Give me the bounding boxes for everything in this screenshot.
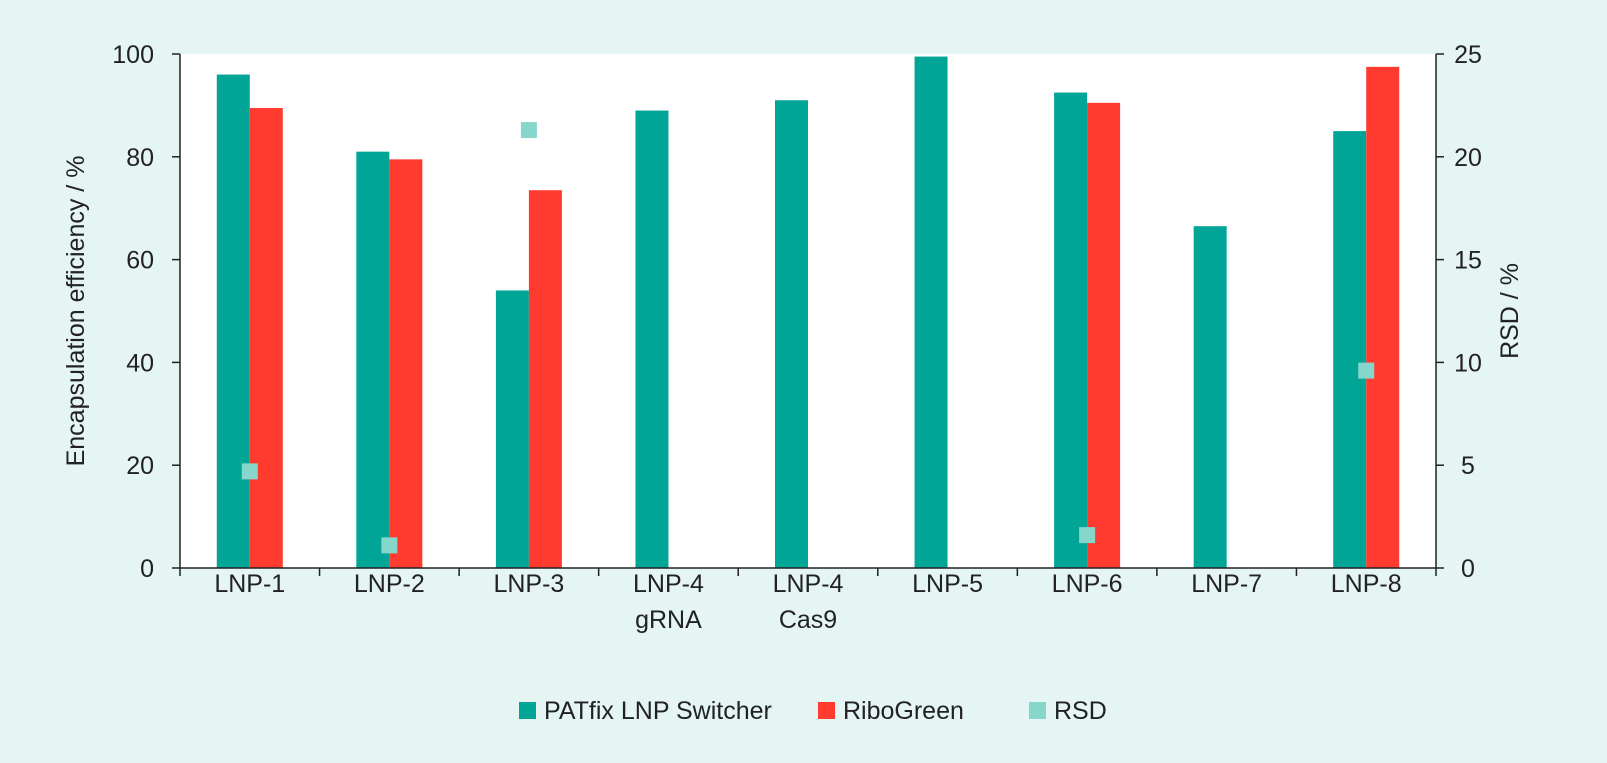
rsd-point-8 [1358,362,1375,379]
bars-layer [216,56,1400,569]
rsd-point-2 [520,122,537,139]
y-tick-label: 60 [126,247,154,275]
bar-patfix-lnp-switcher-8 [1333,131,1367,568]
y2-tick-label: 25 [1454,41,1482,69]
x-tick-label: LNP-1 [214,570,285,598]
bar-patfix-lnp-switcher-0 [216,74,250,568]
y2-tick-label: 20 [1454,144,1482,172]
bar-patfix-lnp-switcher-3 [635,110,669,568]
x-tick-label: LNP-5 [912,570,983,598]
x-tick-label: LNP-4 [773,570,844,598]
axes-layer: LNP-1 LNP-2 LNP-3 LNP-4 gRNA LNP-4 Cas9 LNP-5 LN… [112,41,1482,634]
legend-label-2: RSD [1054,697,1107,725]
x-tick-label: LNP-3 [493,570,564,598]
x-tick-label: LNP-6 [1052,570,1123,598]
rsd-point-6 [1079,527,1096,544]
bar-patfix-lnp-switcher-4 [775,100,808,568]
legend-label-1: RiboGreen [843,697,964,725]
y2-tick-label: 15 [1454,247,1482,275]
bar-patfix-lnp-switcher-1 [356,151,390,568]
rsd-point-1 [381,537,398,554]
bar-ribogreen-8 [1366,66,1400,568]
x-tick-label: LNP-8 [1331,570,1402,598]
legend-swatch-0 [519,702,536,719]
bar-ribogreen-1 [389,159,423,568]
bar-patfix-lnp-switcher-6 [1054,92,1088,569]
x-tick-label: LNP-2 [354,570,425,598]
y2-tick-label: 0 [1461,555,1475,583]
rsd-point-0 [241,463,258,480]
legend: PATfix LNP Switcher RiboGreen RSD [519,697,1107,725]
rsd-points-layer [241,122,1375,554]
y-tick-label: 20 [126,452,154,480]
y2-axis-title: RSD / % [1496,263,1524,359]
legend-swatch-1 [818,702,835,719]
bar-patfix-lnp-switcher-7 [1193,226,1227,568]
x-tick-label: Cas9 [779,606,837,634]
y-axis-title: Encapsulation efficiency / % [62,156,90,467]
y-tick-label: 80 [126,144,154,172]
y-tick-label: 100 [112,41,154,69]
x-tick-label: LNP-4 [633,570,704,598]
bar-ribogreen-6 [1087,102,1121,568]
legend-label-0: PATfix LNP Switcher [544,697,772,725]
legend-swatch-2 [1029,702,1046,719]
bar-ribogreen-0 [249,107,283,568]
bar-patfix-lnp-switcher-5 [914,56,948,568]
y2-tick-label: 10 [1454,349,1482,377]
bar-ribogreen-2 [528,190,562,568]
x-tick-label: gRNA [635,606,702,634]
bar-patfix-lnp-switcher-2 [495,290,529,568]
y2-tick-label: 5 [1461,452,1475,480]
x-tick-label: LNP-7 [1191,570,1262,598]
y-tick-label: 0 [140,555,154,583]
y-tick-label: 40 [126,349,154,377]
